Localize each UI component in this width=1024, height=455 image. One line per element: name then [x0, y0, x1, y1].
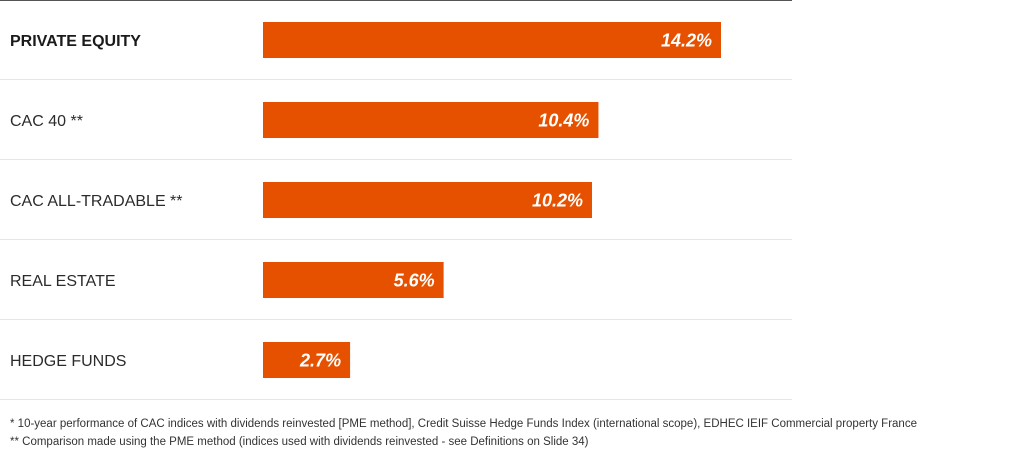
value-label: 14.2% — [661, 31, 712, 51]
footnote-2: ** Comparison made using the PME method … — [10, 436, 589, 448]
category-label: PRIVATE EQUITY — [10, 33, 141, 50]
category-label: CAC 40 ** — [10, 113, 83, 130]
category-label: REAL ESTATE — [10, 273, 116, 290]
category-label: CAC ALL-TRADABLE ** — [10, 193, 183, 210]
bar — [263, 102, 599, 138]
footnotes: * 10-year performance of CAC indices wit… — [10, 415, 1010, 451]
bar — [263, 182, 592, 218]
footnote-1: * 10-year performance of CAC indices wit… — [10, 418, 917, 430]
value-label: 5.6% — [394, 271, 435, 291]
bar — [263, 342, 351, 378]
bar — [263, 22, 721, 58]
value-label: 2.7% — [299, 351, 341, 371]
performance-bar-chart: PRIVATE EQUITY 14.2% CAC 40 ** 10.4% CAC ALL… — [0, 0, 792, 400]
category-label: HEDGE FUNDS — [10, 353, 126, 370]
value-label: 10.2% — [532, 191, 583, 211]
bar — [263, 262, 444, 298]
value-label: 10.4% — [538, 111, 589, 131]
